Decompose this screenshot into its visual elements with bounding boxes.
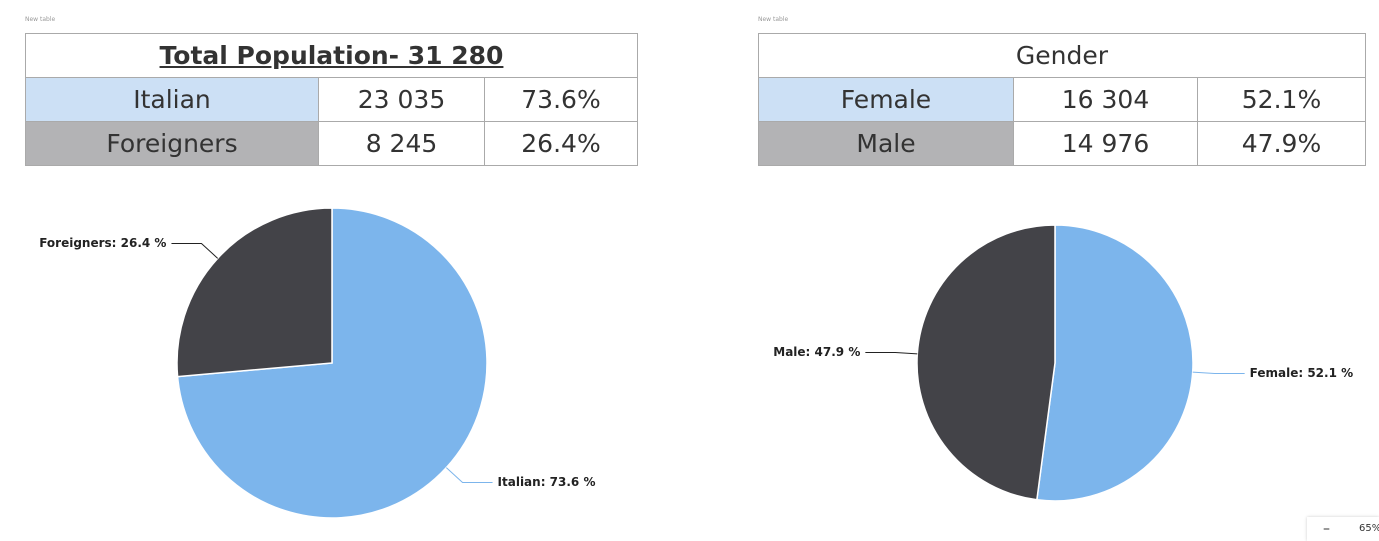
- cell: Female: [758, 77, 1014, 122]
- caption: New table: [25, 16, 56, 23]
- leader-line: [865, 351, 918, 355]
- zoom-level: 65%: [1359, 523, 1379, 534]
- caption: New table: [758, 16, 789, 23]
- cell: 47.9%: [1197, 121, 1366, 166]
- population-table: Total Population- 31 280 Italian 23 035 73…: [25, 33, 638, 166]
- gender-table: Gender Female 16 304 52.1% Male 14 976 47.9%: [758, 33, 1366, 166]
- data-label: Italian: 73.6 %: [498, 475, 596, 489]
- cell: 16 304: [1013, 77, 1198, 122]
- cell: 8 245: [318, 121, 485, 166]
- leader-line: [1192, 371, 1245, 375]
- cell: 14 976: [1013, 121, 1198, 166]
- zoom-out[interactable]: –: [1323, 521, 1330, 537]
- cell: Italian: [25, 77, 319, 122]
- cell: 73.6%: [484, 77, 638, 122]
- table-title: Total Population- 31 280: [25, 33, 638, 78]
- zoom-control[interactable]: – 65%: [1307, 517, 1379, 541]
- cell: Male: [758, 121, 1014, 166]
- leader-line: [445, 467, 493, 484]
- data-label: Female: 52.1 %: [1250, 366, 1354, 380]
- cell: 52.1%: [1197, 77, 1366, 122]
- cell: 23 035: [318, 77, 485, 122]
- cell: Foreigners: [25, 121, 319, 166]
- data-label: Male: 47.9 %: [773, 345, 860, 359]
- pie-slice: [1035, 224, 1194, 502]
- pie-slice: [176, 207, 333, 378]
- pie-slice: [916, 224, 1056, 501]
- leader-line: [171, 242, 219, 259]
- data-label: Foreigners: 26.4 %: [39, 236, 166, 250]
- cell: 26.4%: [484, 121, 638, 166]
- table-title: Gender: [758, 33, 1366, 78]
